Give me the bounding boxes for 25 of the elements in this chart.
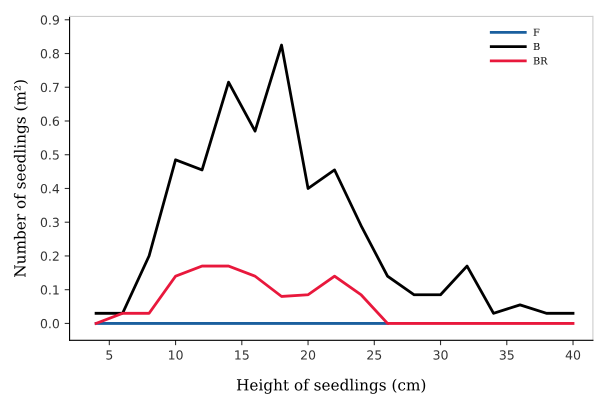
y-tick-label: 0.8 xyxy=(40,48,59,58)
y-tick-label: 0.4 xyxy=(40,184,60,194)
x-tick-label: 30 xyxy=(434,350,448,360)
x-tick-label: 10 xyxy=(168,350,183,360)
y-axis-title: Number of seedlings (m²) xyxy=(14,80,29,277)
y-tick-label: 0.2 xyxy=(40,251,59,261)
x-tick-label: 40 xyxy=(566,350,580,360)
x-tick-label: 20 xyxy=(301,350,316,360)
legend-label: B xyxy=(534,42,540,50)
x-tick-label: 35 xyxy=(500,350,514,360)
y-tick-label: 0.7 xyxy=(40,82,59,92)
y-tick-label: 0.0 xyxy=(40,318,60,328)
legend-label: F xyxy=(534,28,540,36)
y-tick-label: 0.5 xyxy=(40,150,59,160)
line-series xyxy=(94,264,574,325)
y-tick-label: 0.6 xyxy=(40,116,60,126)
x-tick-label: 5 xyxy=(106,350,112,360)
line-series xyxy=(94,44,574,315)
legend-label: BR xyxy=(534,57,548,64)
y-tick-label: 0.9 xyxy=(40,15,59,25)
y-tick-label: 0.3 xyxy=(40,218,59,228)
x-tick-label: 15 xyxy=(235,350,249,360)
x-tick-label: 25 xyxy=(367,350,382,360)
y-tick-label: 0.1 xyxy=(40,285,59,295)
x-axis-title: Height of seedlings (cm) xyxy=(236,378,426,394)
